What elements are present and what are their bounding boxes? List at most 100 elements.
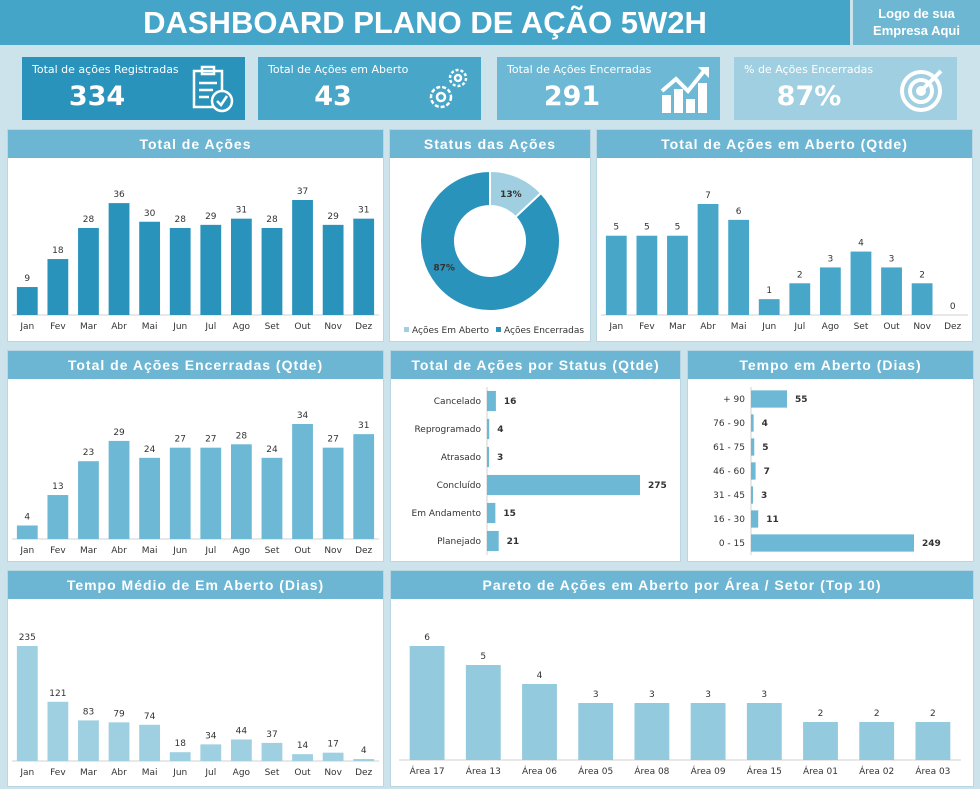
x-tick-label: Abr [111,546,127,556]
data-label: 28 [266,215,278,225]
panel-title: Tempo em Aberto (Dias) [688,351,973,379]
bar [230,218,252,315]
bar [758,299,780,315]
x-tick-label: Jul [204,768,216,778]
panel-pareto: Pareto de Ações em Aberto por Área / Set… [390,570,974,787]
bar [200,224,222,315]
panel-title: Total de Ações Encerradas (Qtde) [8,351,383,379]
x-tick-label: Jan [19,322,34,332]
x-tick-label: Fev [50,322,66,332]
data-label: 235 [19,633,36,643]
chart-total-acoes: 9 Jan 18 Fev 28 Mar 36 Abr 30 Mai 28 Jun 29 Jul 31 Ago 2… [12,187,379,332]
x-tick-label: Abr [700,322,716,332]
legend-label: Ações Em Aberto [412,326,489,336]
data-label: 21 [507,537,520,547]
x-tick-label: Jul [204,322,216,332]
bar [487,446,489,468]
x-tick-label: Mar [669,322,686,332]
data-label: 2 [797,270,803,280]
data-label: 11 [766,515,779,525]
data-label: 16 [504,397,517,407]
bar [819,267,841,315]
data-label: 2 [874,709,880,719]
data-label: 34 [297,411,309,421]
data-label: 5 [675,223,681,233]
data-label: 249 [922,539,941,549]
data-label: 28 [83,215,95,225]
panel-acoes-encerradas: Total de Ações Encerradas (Qtde) 4 Jan 13 Fe… [7,350,384,562]
x-tick-label: Nov [324,546,342,556]
bar [292,200,313,315]
chart-tempo-medio: 235 Jan 121 Fev 83 Mar 79 Abr 74 Mai 18 Jun 34 Jul 44 A… [12,633,379,778]
bar [881,267,902,315]
data-label: 5 [644,223,650,233]
x-tick-label: Out [294,322,311,332]
data-label: 6 [424,633,430,643]
data-label: 4 [24,512,30,522]
company-logo-placeholder: Logo de sua Empresa Aqui [853,0,980,45]
data-label: 7 [764,467,770,477]
bar [292,754,313,761]
kpi-total-registradas: Total de ações Registradas 334 [22,57,245,120]
bar [169,752,191,761]
data-label: 79 [113,709,125,719]
data-label: 30 [144,209,156,219]
bar [230,739,252,761]
y-tick-label: + 90 [723,395,745,405]
bar [487,530,499,552]
bar [47,495,69,539]
bar [751,438,755,456]
bar [751,414,754,432]
bar [16,525,38,539]
kpi-label: Total de Ações em Aberto [268,63,409,76]
bar [169,447,191,539]
x-tick-label: Ago [233,546,251,556]
data-label: 37 [266,730,277,740]
x-tick-label: Jul [204,546,216,556]
legend-swatch [404,327,409,332]
legend-label: Ações Encerradas [504,326,584,336]
x-tick-label: Jun [761,322,776,332]
dashboard-title: DASHBOARD PLANO DE AÇÃO 5W2H [0,0,850,45]
data-label: 18 [52,246,64,256]
data-label: 23 [83,448,94,458]
data-label: 24 [266,445,278,455]
x-tick-label: Abr [111,768,127,778]
data-label: 13 [52,482,63,492]
panel-title: Tempo Médio de Em Aberto (Dias) [8,571,383,599]
bar [353,218,375,315]
data-label: 4 [537,671,543,681]
bar [139,221,161,315]
x-tick-label: Dez [355,546,372,556]
data-label: 3 [761,491,767,501]
bar [169,227,191,315]
bar [353,434,375,539]
y-tick-label: 76 - 90 [713,419,745,429]
bar [16,646,38,761]
x-tick-label: Dez [355,322,372,332]
y-tick-label: 61 - 75 [713,443,745,453]
data-label: 3 [889,254,895,264]
data-label: 3 [649,690,655,700]
x-tick-label: Área 01 [803,765,838,777]
bar [322,224,344,315]
x-tick-label: Ago [822,322,840,332]
x-tick-label: Mai [142,546,158,556]
x-tick-label: Mai [142,322,158,332]
data-label: 3 [705,690,711,700]
x-tick-label: Ago [233,322,251,332]
x-tick-label: Set [265,768,280,778]
x-tick-label: Jan [19,768,34,778]
x-tick-label: Jun [172,546,187,556]
legend-swatch [496,327,501,332]
bar [751,510,759,528]
x-tick-label: Nov [913,322,931,332]
panel-status-acoes: Status das Ações 13% 87% Ações Em Aberto Açõ… [389,129,591,342]
bar [578,703,614,760]
data-label: 31 [236,206,247,216]
panel-acoes-aberto: Total de Ações em Aberto (Qtde) 5 Jan 5 Fev 5… [596,129,973,342]
bar [487,474,640,496]
x-tick-label: Fev [50,768,66,778]
bar [803,722,838,760]
bar [667,235,688,315]
